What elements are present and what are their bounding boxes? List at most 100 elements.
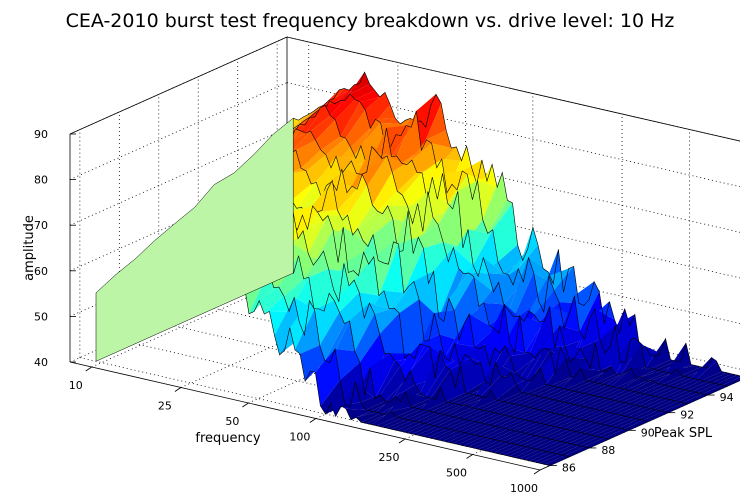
z-tick-label: 90 [34, 128, 48, 141]
surface-patch [419, 334, 445, 358]
surface-patch [375, 118, 401, 124]
surface-patch [546, 389, 572, 400]
surface-patch [480, 345, 505, 382]
surface-patch [519, 449, 545, 460]
surface-patch [566, 393, 592, 404]
surface-patch [406, 139, 432, 165]
surface-patch [390, 118, 416, 147]
surface-patch [394, 343, 420, 367]
surface-patch [314, 300, 340, 346]
surface-patch [666, 376, 692, 387]
surface-patch [631, 368, 656, 379]
frame-edge [69, 36, 288, 135]
surface-patch [445, 392, 471, 403]
surface-patch [295, 108, 321, 131]
surface-patch [316, 156, 342, 198]
surface-patch [389, 281, 414, 309]
z-tick-label: 40 [34, 356, 48, 369]
surface-patch [259, 287, 284, 315]
surface-patch [492, 416, 518, 427]
surface-patch [340, 402, 366, 410]
surface-patch [522, 410, 548, 421]
surface-patch [575, 342, 601, 376]
slice-line [273, 93, 728, 387]
surface-patch [702, 385, 728, 395]
surface-patch [556, 368, 581, 389]
surface-patch [413, 271, 439, 318]
surface-patch [579, 436, 604, 447]
surface-patch [387, 155, 412, 172]
surface-patch [492, 203, 518, 262]
surface-patch [352, 205, 378, 236]
surface-patch [366, 127, 392, 173]
surface-patch [371, 411, 397, 426]
surface-patch [491, 403, 517, 414]
surface-patch [401, 409, 427, 420]
surface-patch [591, 386, 617, 397]
surface-patch [289, 277, 314, 312]
surface-patch [603, 415, 629, 426]
surface-patch [477, 172, 503, 220]
surface-patch [707, 372, 732, 383]
surface-patch [552, 403, 578, 414]
surface-patch [520, 348, 546, 380]
surface-patch [586, 367, 611, 382]
surface-patch [495, 362, 521, 377]
surface-patch [483, 257, 509, 275]
surface-patch [591, 367, 616, 383]
surface-patch [445, 354, 470, 370]
surface-patch [454, 276, 479, 341]
surface-patch [497, 418, 523, 428]
surface-patch [621, 376, 647, 390]
surface-patch [442, 432, 468, 443]
surface-patch [524, 450, 550, 461]
y-tick-label: 86 [562, 462, 576, 475]
surface-patch [412, 425, 437, 436]
surface-patch [611, 368, 637, 388]
surface-patch [582, 397, 607, 408]
surface-patch [325, 138, 351, 168]
surface-patch [528, 257, 554, 284]
surface-patch [697, 383, 723, 394]
x-tick-mark [85, 366, 92, 372]
surface-patch [362, 155, 388, 186]
surface-patch [596, 374, 621, 384]
surface-patch [617, 405, 643, 416]
surface-patch [310, 115, 336, 141]
surface-patch [667, 390, 693, 401]
surface-patch [512, 421, 538, 432]
surface-patch [330, 93, 356, 120]
surface-patch [291, 182, 317, 209]
surface-patch [597, 401, 623, 411]
surface-patch [503, 248, 528, 275]
surface-patch [562, 406, 588, 417]
surface-patch [658, 401, 683, 412]
surface-patch [642, 398, 668, 408]
surface-patch [354, 313, 380, 363]
surface-patch [662, 389, 688, 400]
surface-patch [547, 402, 572, 413]
surface-patch [548, 429, 574, 440]
surface-patch [472, 412, 497, 423]
surface-patch [360, 92, 385, 110]
surface-patch [298, 251, 324, 279]
surface-patch [329, 280, 355, 301]
surface-patch [540, 347, 566, 385]
surface-patch [498, 445, 524, 455]
surface-patch [543, 428, 569, 439]
surface-patch [554, 444, 580, 455]
surface-patch [542, 415, 568, 426]
surface-patch [486, 402, 512, 413]
surface-patch [341, 145, 366, 175]
surface-patch [547, 416, 573, 427]
surface-patch [319, 312, 345, 361]
surface-patch [550, 375, 576, 387]
surface-patch [376, 416, 402, 427]
surface-patch [436, 404, 462, 414]
surface-patch [289, 300, 315, 350]
surface-patch [402, 172, 428, 206]
surface-patch [496, 384, 521, 401]
surface-patch [533, 426, 558, 437]
surface-patch [483, 441, 509, 452]
surface-patch [583, 424, 609, 435]
